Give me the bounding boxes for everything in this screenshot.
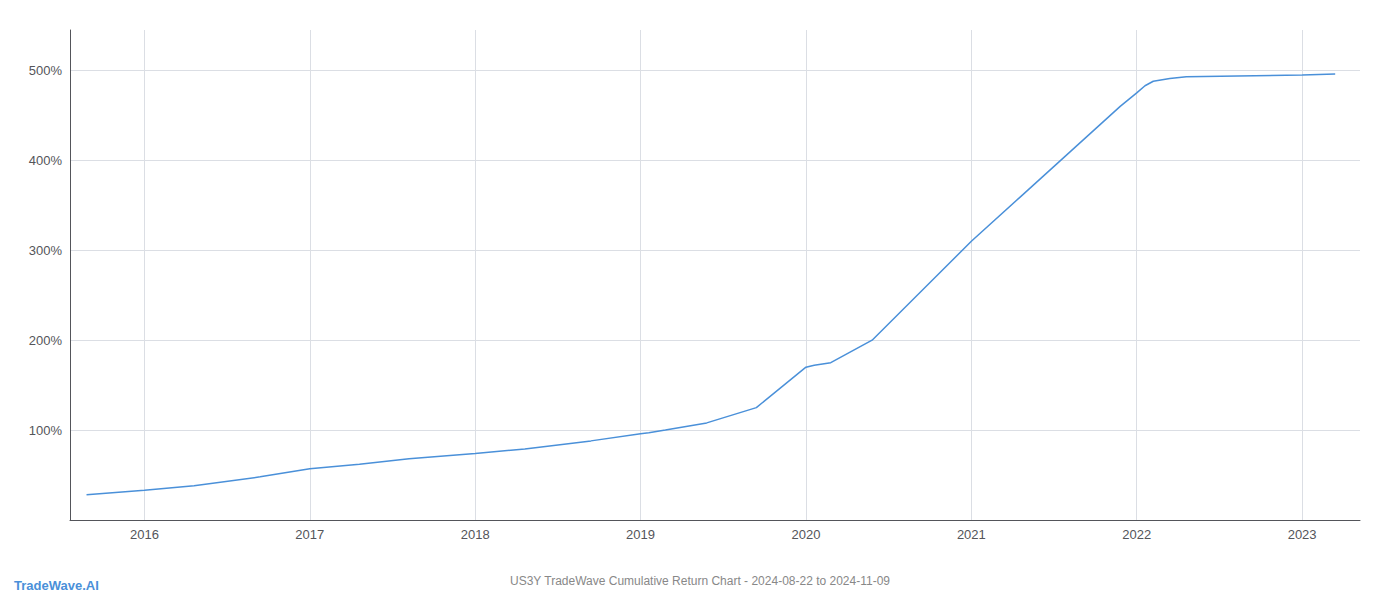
svg-text:300%: 300%	[29, 243, 63, 258]
svg-text:200%: 200%	[29, 333, 63, 348]
svg-text:500%: 500%	[29, 63, 63, 78]
svg-text:2022: 2022	[1122, 527, 1151, 542]
svg-text:2023: 2023	[1288, 527, 1317, 542]
svg-text:2020: 2020	[792, 527, 821, 542]
svg-text:2018: 2018	[461, 527, 490, 542]
svg-text:TradeWave.AI: TradeWave.AI	[14, 578, 99, 593]
svg-text:2021: 2021	[957, 527, 986, 542]
svg-text:100%: 100%	[29, 423, 63, 438]
svg-text:400%: 400%	[29, 153, 63, 168]
svg-text:US3Y TradeWave Cumulative Retu: US3Y TradeWave Cumulative Return Chart -…	[510, 574, 890, 588]
svg-text:2019: 2019	[626, 527, 655, 542]
svg-text:2016: 2016	[130, 527, 159, 542]
svg-text:2017: 2017	[295, 527, 324, 542]
